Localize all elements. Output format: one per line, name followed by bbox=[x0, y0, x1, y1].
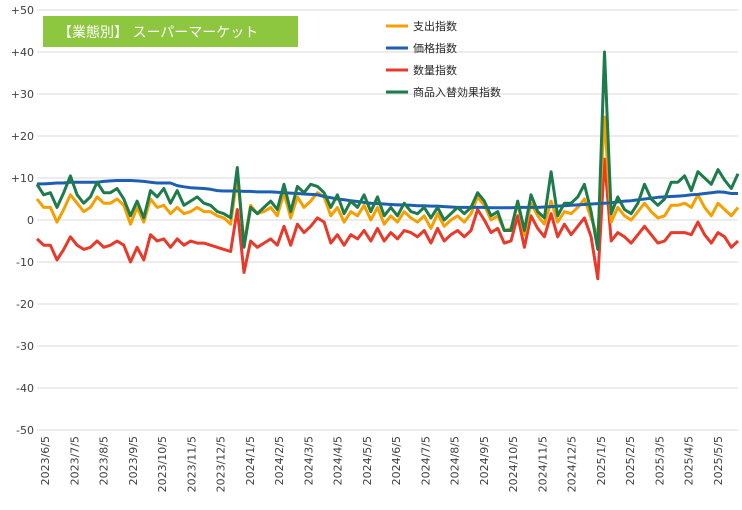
x-tick-label: 2024/2/5 bbox=[273, 436, 286, 485]
legend-label: 商品入替効果指数 bbox=[413, 85, 501, 99]
y-tick-label: +30 bbox=[11, 88, 34, 101]
x-tick-label: 2024/3/5 bbox=[302, 436, 315, 485]
x-tick-label: 2024/7/5 bbox=[419, 436, 432, 485]
chart-title: 【業態別】 スーパーマーケット bbox=[58, 25, 258, 41]
legend-label: 支出指数 bbox=[413, 19, 457, 33]
series-line-1 bbox=[37, 179, 738, 210]
x-tick-label: 2023/12/5 bbox=[215, 436, 228, 492]
x-tick-label: 2025/5/5 bbox=[712, 436, 725, 485]
y-tick-label: +50 bbox=[11, 4, 34, 17]
x-tick-label: 2024/1/5 bbox=[244, 436, 257, 485]
x-tick-label: 2025/2/5 bbox=[624, 436, 637, 485]
x-axis: 2023/6/5 2023/7/5 2023/8/5 2023/9/5 2023/10/… bbox=[39, 436, 725, 492]
x-tick-label: 2024/6/5 bbox=[390, 436, 403, 485]
series-lines bbox=[35, 50, 740, 281]
y-tick-label: -40 bbox=[16, 382, 34, 395]
y-tick-label: +40 bbox=[11, 46, 34, 59]
series-line-0 bbox=[35, 115, 740, 245]
y-tick-label: +20 bbox=[11, 130, 34, 143]
x-tick-label: 2023/8/5 bbox=[98, 436, 111, 485]
y-tick-label: -50 bbox=[16, 424, 34, 437]
legend-label: 数量指数 bbox=[413, 63, 457, 77]
y-tick-label: -20 bbox=[16, 298, 34, 311]
y-tick-label: +10 bbox=[11, 172, 34, 185]
x-tick-label: 2024/10/5 bbox=[507, 436, 520, 492]
x-tick-label: 2025/4/5 bbox=[683, 436, 696, 485]
x-tick-label: 2024/12/5 bbox=[566, 436, 579, 492]
x-tick-label: 2023/9/5 bbox=[127, 436, 140, 485]
y-tick-label: -30 bbox=[16, 340, 34, 353]
x-tick-label: 2023/7/5 bbox=[68, 436, 81, 485]
x-tick-label: 2024/4/5 bbox=[332, 436, 345, 485]
y-tick-label: -10 bbox=[16, 256, 34, 269]
x-tick-label: 2024/8/5 bbox=[449, 436, 462, 485]
x-tick-label: 2023/11/5 bbox=[185, 436, 198, 492]
x-tick-label: 2024/11/5 bbox=[536, 436, 549, 492]
x-tick-label: 2025/3/5 bbox=[653, 436, 666, 485]
x-tick-label: 2024/5/5 bbox=[361, 436, 374, 485]
x-tick-label: 2025/1/5 bbox=[595, 436, 608, 485]
x-tick-label: 2023/10/5 bbox=[156, 436, 169, 492]
x-tick-label: 2024/9/5 bbox=[478, 436, 491, 485]
series-line-3 bbox=[35, 50, 740, 251]
legend-label: 価格指数 bbox=[413, 41, 457, 55]
series-line-2 bbox=[35, 157, 740, 281]
chart-title-background bbox=[43, 16, 298, 47]
x-tick-label: 2023/6/5 bbox=[39, 436, 52, 485]
y-axis: +50 +40 +30 +20 +10 0 -10 -20 -30 -40 -50 bbox=[11, 4, 34, 437]
chart-title-box: 【業態別】 スーパーマーケット bbox=[43, 16, 298, 47]
y-tick-label: 0 bbox=[27, 214, 34, 227]
